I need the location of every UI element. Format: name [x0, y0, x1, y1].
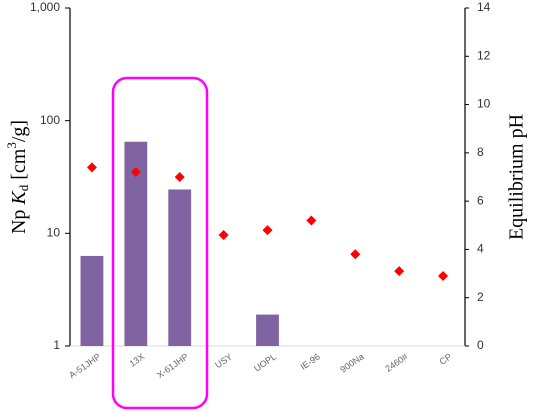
x-tick-label: CP — [438, 351, 454, 366]
x-tick-label: A-51JHP — [67, 351, 102, 380]
bar — [256, 314, 279, 346]
bar — [124, 141, 148, 346]
point — [262, 225, 273, 236]
y2-tick-label: 14 — [477, 0, 491, 14]
y-tick-label: 1,000 — [30, 0, 60, 14]
y-label-part: 3 — [4, 142, 19, 149]
y-label-part: K — [8, 190, 30, 206]
x-tick-label: X-61JHP — [155, 351, 190, 380]
y-tick-label: 1 — [53, 338, 60, 352]
point — [86, 162, 97, 173]
point — [394, 266, 405, 277]
bar — [80, 255, 104, 346]
y2-tick-label: 2 — [477, 290, 484, 304]
y2-tick-label: 4 — [477, 242, 484, 256]
y-label-part: [cm — [8, 148, 30, 185]
x-tick-label: 2460# — [383, 351, 409, 374]
y-label-part: Np — [8, 205, 30, 234]
y-label-part: d — [16, 184, 31, 191]
x-tick-label: UOPL — [252, 351, 278, 373]
y-label-part: /g] — [8, 120, 30, 142]
point — [438, 270, 449, 281]
point — [174, 172, 185, 182]
y2-tick-label: 8 — [477, 145, 484, 159]
y-axis-label: Np Kd [cm3/g] — [4, 120, 31, 234]
y2-axis-label: Equilibrium pH — [506, 114, 528, 240]
bar — [168, 189, 192, 346]
x-tick-label: IE-96 — [299, 351, 322, 372]
x-tick-label: 13X — [127, 351, 146, 368]
y2-tick-label: 10 — [477, 97, 491, 111]
y-tick-label: 100 — [40, 113, 60, 127]
point — [130, 167, 141, 178]
point — [218, 229, 229, 240]
highlight-box — [111, 76, 209, 410]
x-tick-label: 900Na — [338, 351, 365, 374]
x-tick-label: USY — [213, 351, 234, 370]
point — [350, 249, 361, 260]
y2-tick-label: 6 — [477, 193, 484, 207]
y2-tick-label: 12 — [477, 48, 491, 62]
point — [306, 215, 317, 226]
y-tick-label: 10 — [47, 226, 61, 240]
y2-tick-label: 0 — [477, 338, 484, 352]
